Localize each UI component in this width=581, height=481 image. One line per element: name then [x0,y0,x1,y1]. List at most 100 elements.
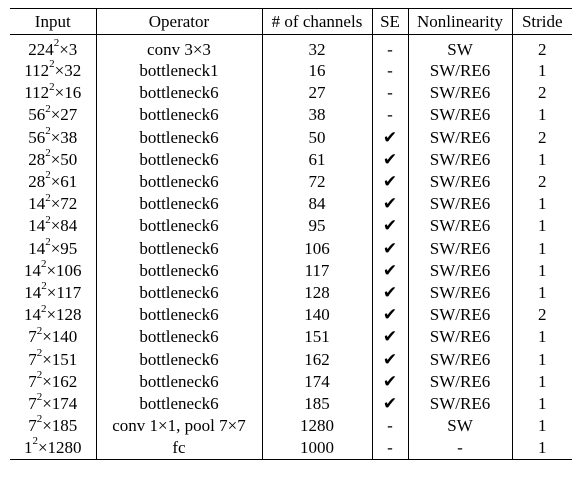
se-check-icon: ✔ [372,370,409,393]
header-se: SE [372,8,409,35]
input-tail: ×106 [46,260,82,280]
se-check-icon: ✔ [372,126,409,149]
cell-nonlinearity: SW/RE6 [408,82,513,105]
input-exponent: 2 [36,346,43,359]
se-check-icon: ✔ [372,259,409,282]
table-row: 12×1280 fc 1000- -1 [10,436,572,460]
input-tail: ×16 [54,83,82,103]
cell-nonlinearity: SW/RE6 [408,104,513,127]
cell-operator: bottleneck6 [96,148,263,171]
input-exponent: 2 [41,280,47,293]
table-row: 72×162 bottleneck6 174 ✔ SW/RE6 1 [10,370,572,393]
cell-channels: 16 [262,60,373,83]
cell-channels: 185 [262,392,373,415]
table-body: 2242×3 conv 3×3 32- SW 2 1122×32 bottleneck1 16… [10,34,572,460]
se-check-icon: ✔ [372,215,409,238]
input-tail: ×140 [42,327,78,347]
header-nonlinearity: Nonlinearity [408,8,513,35]
se-check-icon: ✔ [372,148,409,171]
cell-nonlinearity: SW/RE6 [408,326,513,349]
cell-operator: bottleneck6 [96,215,263,238]
cell-nonlinearity: SW/RE6 [408,259,513,282]
cell-channels: 84 [262,193,373,216]
cell-channels: 128 [262,281,373,305]
table-row: 72×174 bottleneck6 185 ✔ SW/RE6 1 [10,392,572,415]
input-base: 1 [23,438,33,458]
input-base: 28 [28,149,46,169]
cell-operator: bottleneck6 [96,348,263,371]
cell-stride: 1 [538,216,547,236]
table-row: 1122×32 bottleneck1 16- SW/RE6 1 [10,59,572,83]
cell-input: 142×128 [10,303,97,327]
cell-input: 282×50 [10,148,97,171]
table-row: 72×185 conv 1×1, pool 7×7 1280- SW 1 [10,413,572,438]
input-tail: ×185 [42,416,78,436]
table-row: 142×117 bottleneck6 128 ✔ SW/RE6 1 [10,280,572,305]
cell-stride: 1 [538,327,547,347]
cell-operator: bottleneck6 [96,304,263,327]
input-exponent: 2 [45,102,51,115]
cell-se: - [372,437,409,460]
input-base: 28 [28,172,46,192]
input-tail: ×38 [50,127,78,147]
input-exponent: 2 [36,413,43,426]
cell-se: - [372,104,409,127]
cell-input: 142×106 [10,259,97,282]
input-tail: ×1280 [37,438,82,458]
cell-stride: 1 [538,61,547,81]
cell-operator: bottleneck6 [96,104,263,127]
input-exponent: 2 [36,324,43,337]
cell-input: 1122×16 [10,81,97,105]
cell-nonlinearity: SW/RE6 [408,126,513,149]
input-exponent: 2 [45,169,51,182]
input-exponent: 2 [45,125,51,137]
cell-channels: 32 [262,34,373,60]
cell-input: 1122×32 [10,59,97,83]
input-base: 14 [28,216,46,236]
cell-channels: 61 [262,148,373,171]
cell-nonlinearity: SW/RE6 [408,392,513,415]
cell-nonlinearity: - [408,437,513,460]
table-row: 282×61 bottleneck6 72 ✔ SW/RE6 2 [10,169,572,194]
cell-input: 282×61 [10,169,97,194]
cell-stride: 1 [538,194,547,214]
cell-se: - [372,415,409,438]
cell-se: - [372,82,409,105]
se-check-icon: ✔ [372,170,409,194]
header-input: Input [10,8,97,35]
table-row: 142×128 bottleneck6 140 ✔ SW/RE6 2 [10,303,572,327]
input-base: 112 [24,61,50,81]
input-base: 7 [28,371,37,391]
cell-stride: 2 [538,127,547,147]
cell-stride: 1 [538,438,547,458]
cell-operator: fc [96,437,263,460]
table-row: 562×38 bottleneck6 50 ✔ SW/RE6 2 [10,125,572,149]
cell-nonlinearity: SW/RE6 [408,170,513,194]
cell-channels: 38 [262,104,373,127]
table-row: 142×106 bottleneck6 117 ✔ SW/RE6 1 [10,259,572,282]
cell-channels: 27 [262,82,373,105]
input-tail: ×32 [54,61,82,81]
cell-stride: 1 [538,349,547,369]
se-check-icon: ✔ [372,237,409,260]
input-base: 112 [24,83,50,103]
input-tail: ×61 [50,172,78,192]
cell-nonlinearity: SW [408,415,513,438]
input-exponent: 2 [45,235,51,248]
input-exponent: 2 [45,191,51,204]
input-tail: ×84 [50,216,78,236]
se-check-icon: ✔ [372,193,409,216]
cell-stride: 2 [538,172,547,192]
cell-operator: bottleneck1 [96,60,263,83]
cell-operator: bottleneck6 [96,326,263,349]
cell-stride: 1 [538,238,547,258]
cell-channels: 151 [262,326,373,349]
input-base: 14 [23,305,41,325]
input-base: 14 [28,194,46,214]
cell-input: 562×38 [10,125,97,149]
cell-channels: 174 [262,370,373,393]
table-row: 562×27 bottleneck6 38- SW/RE6 1 [10,102,572,127]
cell-input: 72×185 [10,413,97,438]
cell-stride: 1 [538,282,547,302]
input-base: 7 [28,416,37,436]
